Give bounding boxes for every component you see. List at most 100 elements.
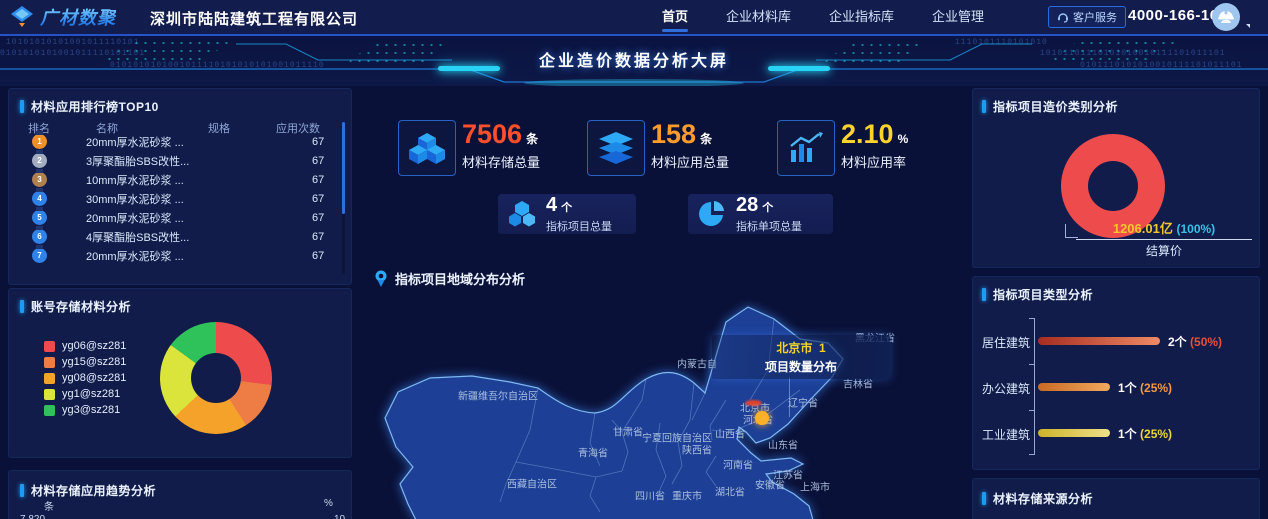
- province-label: 宁夏回族自治区: [642, 433, 712, 445]
- main-nav: 首页 企业材料库 企业指标库 企业管理: [660, 0, 986, 34]
- tooltip-value: 1: [819, 341, 826, 355]
- kpi-usage-rate: [777, 120, 835, 176]
- map-section-title-text: 指标项目地域分布分析: [395, 272, 526, 287]
- rank-medal-blue: 7: [32, 245, 47, 263]
- dot-grid-decoration: [346, 41, 451, 64]
- cost-callout-percent: (100%): [1176, 222, 1216, 236]
- legend-label: yg15@sz281: [62, 356, 127, 368]
- table-row: 7 20mm厚水泥砂浆 ... 67: [32, 245, 332, 265]
- logo[interactable]: 广材数聚: [10, 4, 116, 30]
- binary-decoration: 0101110101010010111101011101: [1080, 61, 1243, 70]
- panel-title-text: 材料存储应用趋势分析: [31, 484, 157, 498]
- kpi-value: 7506: [462, 119, 523, 149]
- bar-value: 1个 (25%): [1118, 427, 1173, 441]
- legend-item[interactable]: yg3@sz281: [44, 404, 120, 416]
- y-axis-unit-right: %: [324, 498, 333, 509]
- legend-label: yg3@sz281: [62, 404, 121, 416]
- material-name: 10mm厚水泥砂浆 ...: [86, 174, 184, 187]
- province-label: 内蒙古自: [677, 359, 717, 371]
- province-label: 西藏自治区: [507, 479, 557, 491]
- scrollbar-track[interactable]: [342, 122, 345, 274]
- tooltip-caption: 项目数量分布: [764, 360, 837, 374]
- bar-value: 2个 (50%): [1168, 335, 1223, 349]
- legend-label: yg06@sz281: [62, 340, 127, 352]
- y-tick-left: 7,820: [20, 514, 45, 519]
- table-row: 5 20mm厚水泥砂浆 ... 67: [32, 207, 332, 227]
- material-name: 30mm厚水泥砂浆 ...: [86, 193, 184, 206]
- province-label: 山东省: [768, 440, 798, 452]
- usage-count: 67: [312, 192, 325, 205]
- province-label: 吉林省: [843, 379, 873, 391]
- usage-count: 67: [312, 230, 325, 243]
- usage-count: 67: [312, 211, 325, 224]
- kpi-unit: 个: [762, 201, 774, 214]
- nav-enterprise-admin[interactable]: 企业管理: [932, 9, 985, 24]
- material-name: 20mm厚水泥砂浆 ...: [86, 212, 184, 225]
- customer-service-button[interactable]: 客户服务: [1048, 6, 1126, 28]
- kpi-value: 2.10: [841, 119, 894, 149]
- table-row: 3 10mm厚水泥砂浆 ... 67: [32, 169, 332, 189]
- kpi-label: 材料应用率: [841, 155, 907, 170]
- user-avatar[interactable]: [1212, 3, 1240, 31]
- nav-material-library[interactable]: 企业材料库: [726, 9, 792, 24]
- bar-residential: [1038, 337, 1160, 345]
- panel-title-text: 账号存储材料分析: [31, 300, 132, 314]
- kpi-storage-total: [398, 120, 456, 176]
- avatar-dropdown-caret[interactable]: [1246, 24, 1250, 28]
- panel-title: 账号存储材料分析: [20, 298, 131, 315]
- rank-medal-gold: 1: [32, 131, 47, 149]
- panel-title-text: 材料存储来源分析: [993, 492, 1094, 506]
- province-label: 新疆维吾尔自治区: [458, 391, 538, 403]
- legend-item[interactable]: yg1@sz281: [44, 388, 120, 400]
- province-label: 河南省: [723, 460, 753, 472]
- panel-title: 材料存储来源分析: [982, 490, 1093, 507]
- axis-tick: [1029, 454, 1035, 455]
- panel-account-storage: 账号存储材料分析 yg06@sz281 yg15@sz281 yg08@sz28…: [8, 288, 352, 458]
- panel-title: 指标项目造价类别分析: [982, 98, 1118, 115]
- kpi-unit: 条: [526, 132, 539, 146]
- table-row: 1 20mm厚水泥砂浆 ... 67: [32, 131, 332, 151]
- legend-swatch: [44, 404, 55, 416]
- nav-home[interactable]: 首页: [660, 0, 690, 34]
- page-title: 企业造价数据分析大屏: [538, 53, 729, 70]
- kpi-label: 指标单项总量: [736, 220, 802, 233]
- col-header-rank: 排名: [28, 123, 50, 135]
- legend-item[interactable]: yg15@sz281: [44, 356, 126, 368]
- col-header-spec: 规格: [208, 123, 230, 135]
- trend-chart-icon: [790, 132, 823, 162]
- map-tooltip: 北京市 1 项目数量分布: [712, 335, 890, 379]
- legend-label: yg08@sz281: [62, 372, 127, 384]
- china-map-shape: [384, 306, 844, 519]
- panel-title-text: 指标项目类型分析: [993, 288, 1094, 302]
- hexagons-icon: [509, 201, 535, 227]
- kpi-label: 材料存储总量: [462, 155, 541, 170]
- province-label: 辽宁省: [788, 398, 818, 410]
- scrollbar-thumb[interactable]: [342, 122, 345, 214]
- panel-title: 材料应用排行榜TOP10: [20, 98, 159, 115]
- cost-callout: 1206.01亿 (100%) 结算价: [1076, 218, 1252, 259]
- material-name: 4厚聚酯胎SBS改性...: [86, 231, 190, 244]
- legend-item[interactable]: yg08@sz281: [44, 372, 126, 384]
- banner: 10101010101001011110101 0101010101001011…: [0, 36, 1268, 86]
- province-label: 重庆市: [672, 491, 702, 503]
- service-phone-number: 4000-166-166: [1128, 7, 1228, 24]
- province-label: 陕西省: [682, 445, 712, 457]
- kpi-unit: %: [897, 132, 909, 146]
- legend-item[interactable]: yg06@sz281: [44, 340, 126, 352]
- province-label: 江苏省: [773, 470, 803, 482]
- beijing-map-marker[interactable]: [755, 411, 769, 425]
- bar-industrial: [1038, 429, 1110, 437]
- province-label: 湖北省: [715, 487, 745, 499]
- binary-decoration: 0101010101001011110101101: [0, 49, 146, 58]
- material-name: 20mm厚水泥砂浆 ...: [86, 250, 184, 263]
- panel-title-text: 指标项目造价类别分析: [993, 100, 1119, 114]
- province-label: 甘肃省: [613, 427, 643, 439]
- bar-category-label: 办公建筑: [982, 382, 1031, 396]
- province-label: 北京市: [740, 403, 770, 415]
- nav-indicator-library[interactable]: 企业指标库: [829, 9, 895, 24]
- province-label: 山西省: [715, 429, 745, 441]
- usage-count: 67: [312, 249, 325, 262]
- usage-count: 67: [312, 173, 325, 186]
- panel-title-text: 材料应用排行榜TOP10: [31, 100, 159, 114]
- binary-decoration: 0101010101001011110101010101001011110: [110, 61, 325, 70]
